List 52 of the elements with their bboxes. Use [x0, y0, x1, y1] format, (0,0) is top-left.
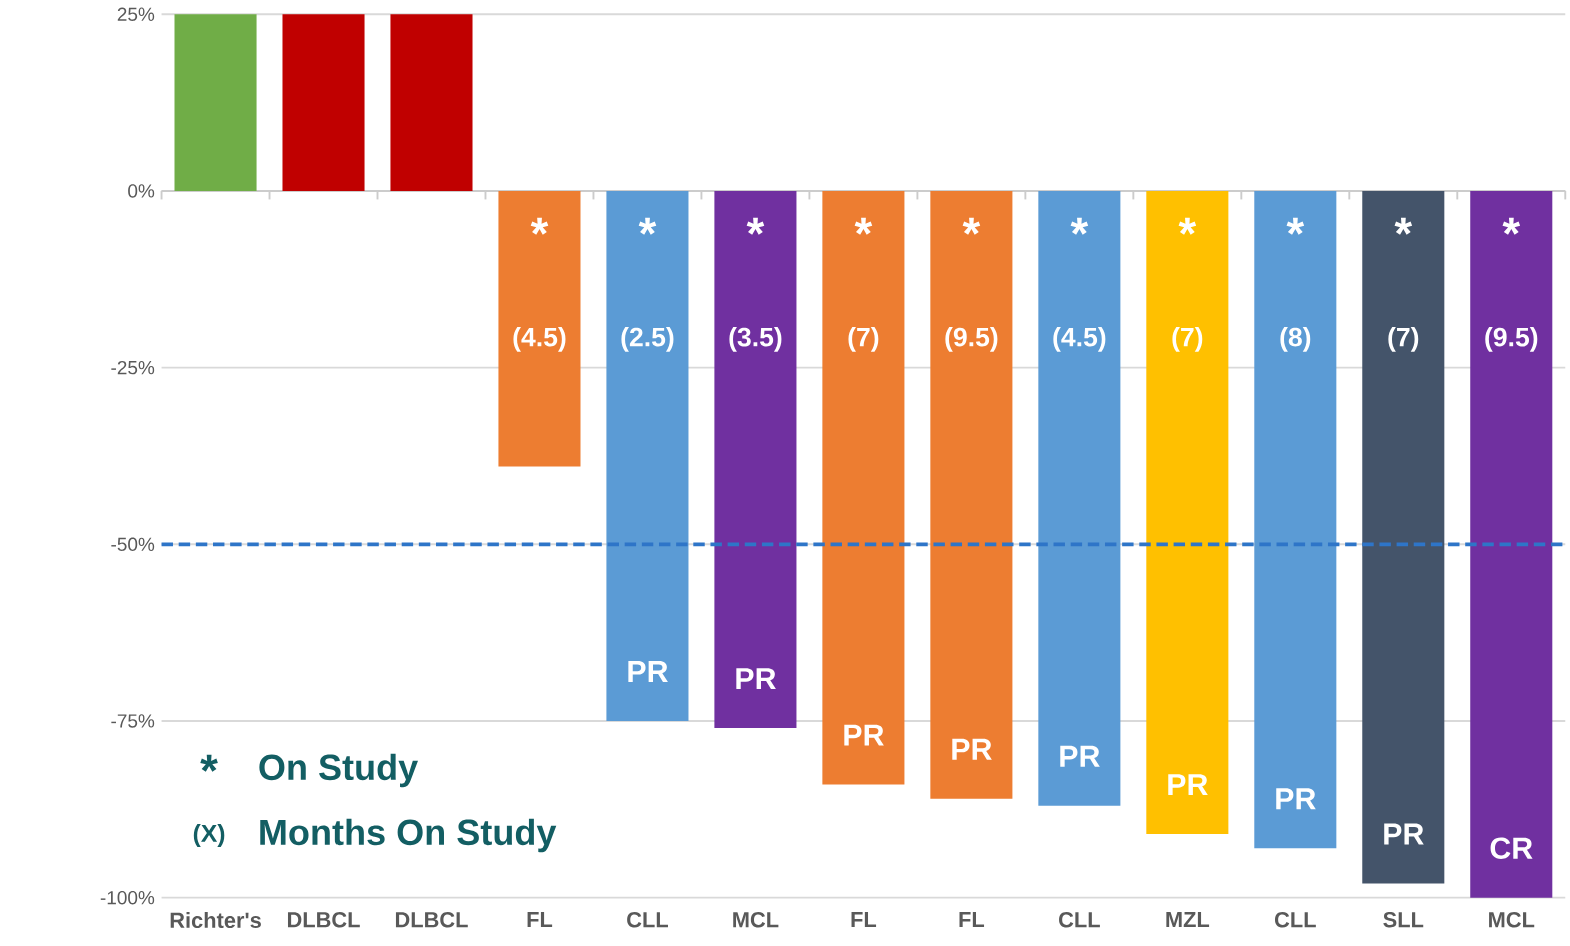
annotation: (2.5) [621, 326, 674, 352]
x-tick-label: DLBCL [395, 911, 468, 928]
y-tick-label: -100% [100, 890, 155, 905]
y-tick-label: -75% [111, 714, 155, 728]
annotation: * [200, 754, 218, 772]
data-label: PR [1168, 774, 1208, 795]
annotation: (X) [193, 823, 225, 847]
x-tick-label: MCL [733, 911, 779, 928]
annotation: (9.5) [945, 326, 998, 352]
annotation: (9.5) [1485, 326, 1538, 352]
annotation: Months On Study [260, 818, 557, 853]
annotation: (4.5) [513, 326, 566, 352]
annotation: * [1502, 217, 1521, 235]
annotation: * [638, 217, 657, 235]
annotation: (7) [848, 326, 879, 352]
annotation: * [746, 217, 765, 235]
data-label: PR [628, 660, 668, 682]
y-tick-label: 25% [117, 7, 155, 21]
x-tick-label: Richter's [170, 911, 261, 928]
x-tick-label: CLL [1059, 911, 1100, 928]
data-label: PR [952, 738, 992, 760]
x-tick-label: MCL [1489, 911, 1535, 928]
x-tick-label: DLBCL [287, 911, 360, 928]
annotation: (7) [1172, 326, 1203, 352]
annotation: (3.5) [729, 326, 782, 352]
annotation: * [962, 217, 981, 235]
y-tick-label: -50% [111, 537, 155, 551]
data-label: PR [1276, 788, 1316, 810]
y-tick-label: 0% [128, 184, 155, 198]
x-tick-label: FL [959, 911, 985, 927]
annotation: * [1178, 217, 1197, 235]
annotation: * [1070, 217, 1089, 235]
annotation: * [530, 217, 549, 235]
annotation: On Study [259, 753, 418, 788]
x-tick-label: CLL [1274, 911, 1316, 928]
x-tick-label: FL [851, 911, 877, 927]
y-tick-label: -25% [111, 360, 155, 375]
data-label: PR [736, 668, 776, 689]
x-tick-label: FL [527, 911, 553, 927]
data-label: PR [1384, 823, 1424, 845]
annotation: (4.5) [1053, 326, 1106, 352]
data-label: PR [1060, 745, 1100, 767]
x-tick-label: MZL [1166, 911, 1210, 927]
annotation: * [854, 217, 873, 235]
data-label: CR [1490, 837, 1533, 859]
annotation: (8) [1280, 326, 1311, 352]
x-tick-label: SLL [1383, 911, 1424, 928]
x-tick-label: CLL [627, 911, 668, 928]
annotation: * [1394, 217, 1413, 235]
annotation: (7) [1388, 326, 1419, 352]
data-label: PR [844, 724, 884, 746]
annotation: * [1286, 217, 1305, 235]
